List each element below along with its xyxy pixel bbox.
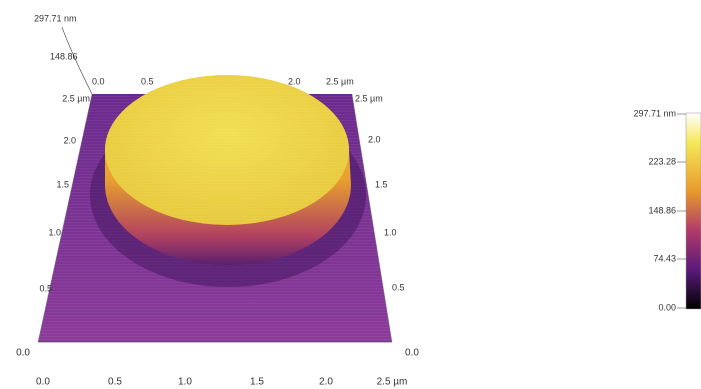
right-tick-label: 2.0 (368, 134, 381, 144)
left-axis-line (37, 93, 93, 343)
z-mid-label: 148.86 (50, 51, 78, 61)
right-tick-label: 0.0 (405, 348, 419, 359)
colorbar-label: 0.00 (658, 302, 676, 312)
top-tick-label: 0.5 (141, 76, 154, 86)
colorbar (685, 112, 701, 310)
top-tick-label: 0.0 (92, 76, 105, 86)
colorbar-label: 297.71 nm (633, 108, 676, 118)
colorbar-label: 74.43 (653, 253, 676, 263)
right-tick-label: 1.5 (375, 179, 388, 189)
top-tick-label: 2.0 (288, 76, 301, 86)
right-tick-label: 1.0 (384, 227, 397, 237)
left-tick-label: 1.5 (56, 179, 69, 189)
left-tick-label: 1.0 (48, 227, 61, 237)
bottom-tick-label: 0.0 (36, 377, 50, 388)
right-tick-label: 2.5 µm (355, 93, 383, 103)
colorbar-label: 148.86 (648, 205, 676, 215)
disk-scan-lines (105, 75, 349, 225)
right-tick-label: 0.5 (392, 282, 405, 292)
left-tick-label: 0.0 (16, 348, 30, 359)
top-tick-label: 2.5 µm (326, 76, 354, 86)
bottom-tick-label: 2.0 (319, 377, 333, 388)
bottom-tick-label: 2.5 µm (377, 377, 408, 388)
z-max-label: 297.71 nm (34, 13, 77, 23)
colorbar-label: 223.28 (648, 156, 676, 166)
bottom-tick-label: 0.5 (108, 377, 122, 388)
right-axis-line (351, 93, 393, 343)
left-tick-label: 2.5 µm (62, 93, 90, 103)
bottom-tick-label: 1.0 (178, 377, 192, 388)
bottom-tick-label: 1.5 (250, 377, 264, 388)
left-tick-label: 0.5 (39, 283, 52, 293)
z-axis (61, 26, 93, 95)
left-tick-label: 2.0 (63, 135, 76, 145)
